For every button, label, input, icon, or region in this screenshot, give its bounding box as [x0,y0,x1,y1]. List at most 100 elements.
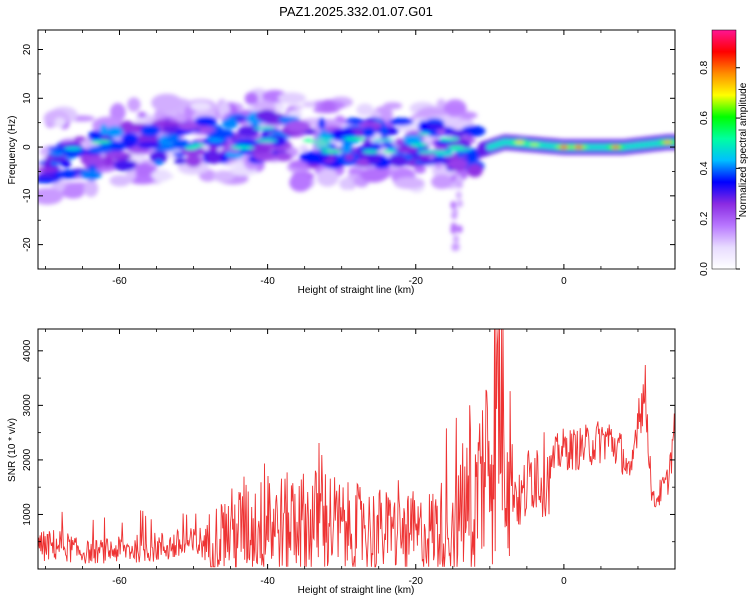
spectrogram-band-cell [62,145,86,158]
spectrogram-streak-cell [184,146,198,150]
spectrogram-halo-cell [302,101,316,108]
spectrogram-band-cell [38,177,60,184]
spectrogram-halo-cell [450,201,457,209]
spectrogram-band-cell [165,133,180,143]
spectrogram-band-cell [396,146,418,154]
colorbar-label: Normalized spectral amplitude [738,82,749,217]
snr-y-ticks: 1000 2000 3000 4000 [22,339,675,570]
spectrogram-band-cell [434,140,452,146]
spectrogram-band-cell [367,152,381,165]
spectrogram-streak-cell [417,132,431,136]
spectrogram-band-cell [395,138,405,146]
spectrogram-halo-cell [348,167,365,175]
colorbar: 0.0 0.2 0.4 0.6 0.8 Normalized spectral ampl… [699,29,749,276]
spectrogram-halo-cell [456,199,463,208]
spectrogram-streak-cell [429,150,454,154]
spectrogram-halo-cell [453,178,460,187]
spectrogram-halo-cell [54,117,66,128]
spectrogram-band-cell [345,117,364,125]
y-tick-label: 0 [22,144,33,150]
spectrogram-streak-cell [372,138,395,142]
x-tick-label: 0 [561,576,567,587]
spectrogram-streak-cell [315,136,334,140]
spectrogram-band-cell [177,122,199,131]
spectrogram-band-cell [345,153,354,161]
spectrogram-band-cell [210,129,235,140]
y-tick-label: 4000 [22,339,33,362]
spectrogram-halo-cell [299,144,309,153]
spectrogram-streak-cell [253,126,276,130]
spectrogram-halo-cell [190,101,212,111]
spectrogram-hotspot [611,145,621,149]
spectrogram-band-cell [194,116,218,126]
x-tick-label: -60 [112,276,127,287]
spectrogram-band-cell [140,124,161,137]
spectrogram-band-cell [467,164,483,178]
spectrogram-hotspot [574,145,584,149]
spectrogram-band-cell [199,126,216,134]
spectrogram-y-label: Frequency (Hz) [7,116,18,185]
spectrogram-halo-cell [450,222,457,231]
spectrogram-streak-cell [320,149,343,154]
spectrogram-band-cell [88,164,97,170]
x-tick-label: -40 [260,576,275,587]
spectrogram-band-cell [318,117,326,130]
spectrogram-streak-cell [90,140,113,144]
spectrogram-halo-cell [442,105,467,112]
spectrogram-hotspot [515,140,524,144]
spectrogram-halo-cell [109,175,131,187]
spectrogram-band-cell [285,120,311,133]
spectrogram-band-cell [275,152,293,162]
x-tick-label: -40 [260,276,275,287]
x-tick-label: -20 [409,576,424,587]
spectrogram-halo-cell [456,225,463,234]
spectrogram-band-cell [56,169,78,180]
spectrogram-halo-cell [383,102,403,110]
figure-title: PAZ1.2025.332.01.07.G01 [279,4,433,19]
spectrogram-frame [37,29,676,270]
spectrogram-streak-cell [439,137,460,141]
spectrogram-halo-cell [212,170,235,183]
spectrogram-image [38,88,675,252]
spectrogram-band-cell [185,154,202,168]
spectrogram-band-cell [380,124,388,138]
spectrogram-halo-cell [393,177,425,190]
spectrogram-halo-cell [135,162,153,177]
colorbar-tick-label: 0.2 [699,211,710,225]
spectrogram-halo-cell [452,208,458,217]
y-tick-label: -10 [22,188,33,203]
y-tick-label: -20 [22,237,33,252]
y-tick-label: 2000 [22,448,33,471]
spectrogram-streak-cell [230,145,253,149]
x-tick-label: 0 [561,276,567,287]
spectrogram-band-cell [162,121,181,127]
spectrogram-band-cell [464,135,472,142]
spectrogram-band-cell [255,109,278,122]
spectrogram-streak-cell [343,137,366,141]
y-tick-label: 1000 [22,503,33,526]
y-tick-label: 3000 [22,394,33,417]
spectrogram-halo-cell [431,174,453,190]
spectrogram-band-cell [362,126,376,138]
spectrogram-streak-cell [255,138,278,143]
colorbar-tick-label: 0.6 [699,111,710,125]
spectrogram-band-cell [382,142,395,149]
spectrogram-band-cell [318,146,330,160]
y-tick-label: 10 [22,92,33,104]
spectrogram-halo-cell [356,103,374,116]
spectrogram-x-label: Height of straight line (km) [298,285,415,296]
spectrogram-streak-cell [409,143,429,147]
x-tick-label: -60 [112,576,127,587]
spectrogram-band-cell [403,134,423,146]
spectrogram-halo-cell [177,160,209,175]
spectrogram-streak-cell [447,145,465,150]
colorbar-tick-label: 0.0 [699,262,710,276]
spectrogram-band-cell [79,169,103,180]
spectrogram-halo-cell [151,93,183,112]
spectrogram-streak-cell [312,140,332,145]
spectrogram-halo-cell [455,191,462,200]
spectrogram-band-cell [60,160,72,168]
spectrogram-band-cell [74,136,87,142]
spectrogram-halo-cell [339,177,354,190]
